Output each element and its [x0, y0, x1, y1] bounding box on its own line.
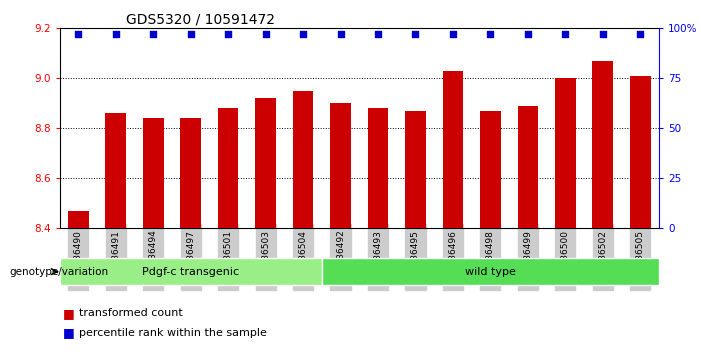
Bar [405, 111, 426, 228]
Point [297, 32, 308, 37]
Bar [180, 118, 201, 228]
Point [260, 32, 271, 37]
Point [148, 32, 159, 37]
Bar [555, 78, 576, 228]
Point [634, 32, 646, 37]
Bar [255, 98, 276, 228]
Text: genotype/variation: genotype/variation [9, 267, 108, 277]
Bar [143, 118, 163, 228]
Bar [517, 106, 538, 228]
Text: percentile rank within the sample: percentile rank within the sample [79, 328, 266, 338]
Point [597, 32, 608, 37]
Bar [60, 258, 322, 285]
Bar [630, 76, 651, 228]
Bar [322, 258, 659, 285]
Bar [218, 108, 238, 228]
Point [222, 32, 233, 37]
Point [335, 32, 346, 37]
Point [559, 32, 571, 37]
Point [447, 32, 458, 37]
Point [110, 32, 121, 37]
Bar [330, 103, 350, 228]
Point [410, 32, 421, 37]
Bar [592, 61, 613, 228]
Text: wild type: wild type [465, 267, 516, 277]
Point [372, 32, 383, 37]
Point [485, 32, 496, 37]
Point [522, 32, 533, 37]
Text: transformed count: transformed count [79, 308, 182, 318]
Bar [293, 91, 313, 228]
Bar [368, 108, 388, 228]
Bar [480, 111, 501, 228]
Text: Pdgf-c transgenic: Pdgf-c transgenic [142, 267, 239, 277]
Text: ■: ■ [63, 307, 75, 320]
Text: GDS5320 / 10591472: GDS5320 / 10591472 [126, 12, 275, 27]
Bar [68, 211, 88, 228]
Point [185, 32, 196, 37]
Bar [105, 113, 126, 228]
Bar [442, 71, 463, 228]
Point [73, 32, 84, 37]
Text: ■: ■ [63, 326, 75, 339]
